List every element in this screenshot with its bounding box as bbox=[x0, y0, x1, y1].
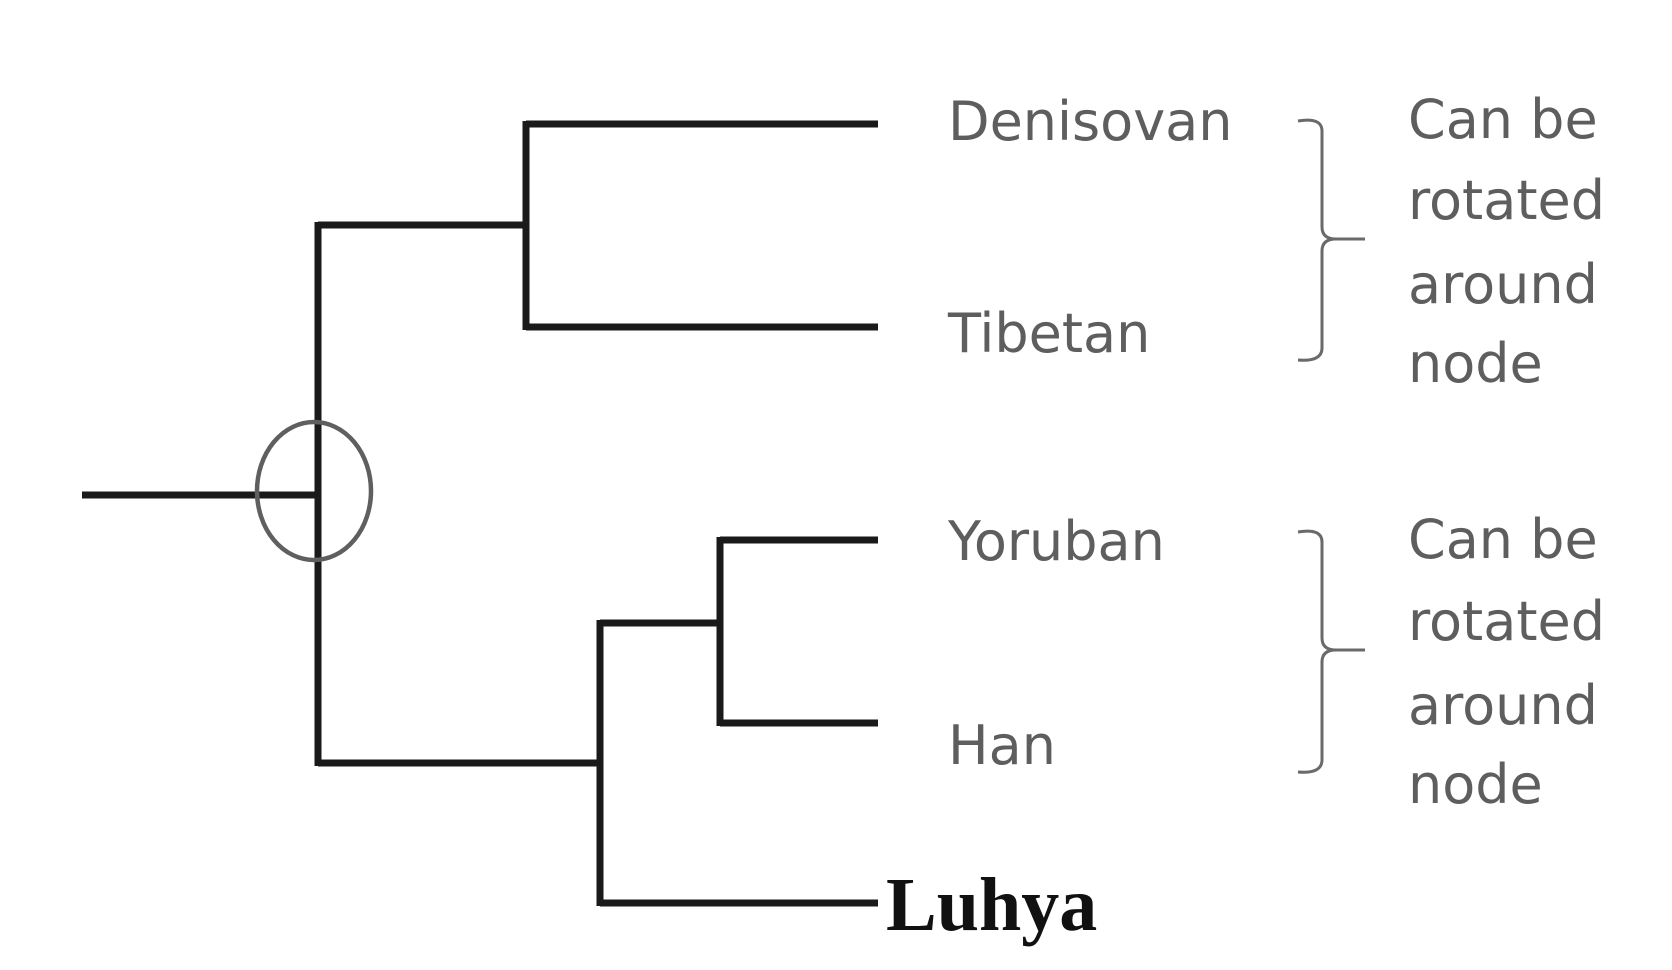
lower-rotation-note: Can be rotated around node bbox=[1408, 508, 1605, 816]
taxon-label-han: Han bbox=[948, 714, 1056, 777]
upper-note-line-2: rotated bbox=[1408, 169, 1605, 232]
taxon-label-yoruban: Yoruban bbox=[947, 510, 1165, 573]
taxon-label-tibetan: Tibetan bbox=[947, 302, 1150, 365]
upper-note-line-1: Can be bbox=[1408, 88, 1598, 151]
upper-note-line-3: around bbox=[1408, 253, 1598, 316]
upper-rotation-note: Can be rotated around node bbox=[1408, 88, 1605, 395]
rotatable-node-ellipse bbox=[254, 419, 374, 563]
lower-note-line-1: Can be bbox=[1408, 508, 1598, 571]
lower-note-line-2: rotated bbox=[1408, 590, 1605, 653]
taxon-label-denisovan: Denisovan bbox=[948, 90, 1232, 153]
lower-rotation-bracket bbox=[1297, 529, 1365, 774]
lower-note-line-4: node bbox=[1408, 753, 1543, 816]
upper-note-line-4: node bbox=[1408, 332, 1543, 395]
upper-rotation-bracket bbox=[1297, 118, 1365, 362]
taxon-label-luhya: Luhya bbox=[886, 863, 1097, 947]
lower-note-line-3: around bbox=[1408, 674, 1598, 737]
